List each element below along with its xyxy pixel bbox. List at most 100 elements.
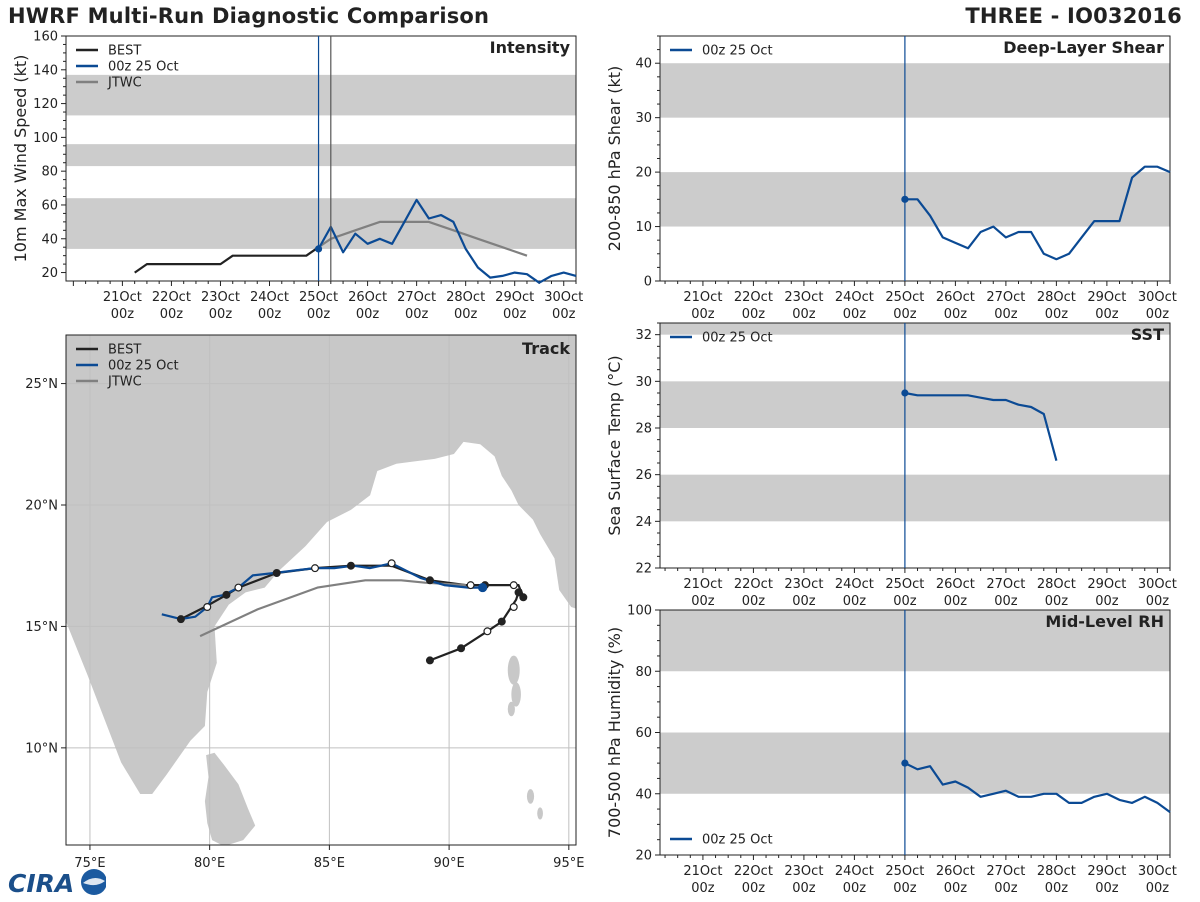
rh-xtick-label: 00z: [742, 881, 766, 896]
shear-ytick-label: 0: [644, 275, 652, 290]
rh-ylabel: 700-500 hPa Humidity (%): [605, 627, 624, 838]
sst-threshold-band: [660, 323, 1170, 335]
track-point-run: [346, 561, 355, 570]
sst-xtick-label: 23Oct: [784, 577, 823, 592]
intensity-ytick-label: 140: [33, 63, 58, 78]
shear-xtick-label: 00z: [1146, 307, 1170, 322]
track-point-best: [497, 617, 506, 626]
rh-xtick-label: 28Oct: [1037, 864, 1076, 879]
intensity-xtick-label: 29Oct: [495, 290, 534, 305]
track-point-run: [222, 590, 231, 599]
shear-ytick-label: 30: [635, 111, 652, 126]
intensity-series-jtwc: [317, 220, 528, 257]
track-line-jtwc: [199, 579, 466, 638]
track-legend-label-jtwc: JTWC: [107, 375, 142, 390]
shear-ytick-label: 40: [635, 57, 652, 72]
track-point-best: [425, 656, 434, 665]
track-ytick-label: 25°N: [25, 377, 58, 392]
track-point-run: [478, 582, 488, 593]
track-ytick-label: 10°N: [25, 741, 58, 756]
shear-xtick-label: 00z: [691, 307, 715, 322]
sst-xtick-label: 00z: [893, 594, 917, 609]
sst-xtick-label: 30Oct: [1138, 577, 1177, 592]
shear-panel: 21Oct 00z 22Oct 00z 23Oct 00z 24Oct 00z 25Oct 00z…: [605, 35, 1177, 322]
rh-xtick-label: 22Oct: [734, 864, 773, 879]
shear-xtick-label: 00z: [994, 307, 1018, 322]
intensity-xtick-label: 24Oct: [250, 290, 289, 305]
sst-ytick-label: 22: [635, 562, 652, 577]
sst-xtick-label: 22Oct: [734, 577, 773, 592]
rh-legend: 00z 25 Oct: [670, 833, 773, 848]
track-point-run: [387, 559, 396, 568]
andaman-island: [526, 789, 535, 804]
rh-panel: 21Oct 00z 22Oct 00z 23Oct 00z 24Oct 00z 25Oct 00z…: [605, 604, 1177, 897]
intensity-xtick-label: 00z: [160, 307, 184, 322]
sst-xtick-label: 00z: [792, 594, 816, 609]
rh-ytick-label: 60: [635, 726, 652, 741]
intensity-ytick-label: 80: [41, 165, 58, 180]
track-ytick-label: 15°N: [25, 620, 58, 635]
sst-frame: [659, 322, 1171, 569]
rh-xtick-label: 30Oct: [1138, 864, 1177, 879]
rh-xtick-label: 00z: [893, 881, 917, 896]
sst-threshold-band: [660, 474, 1170, 522]
shear-xtick-label: 21Oct: [683, 290, 722, 305]
shear-ylabel: 200-850 hPa Shear (kt): [605, 66, 624, 252]
andaman-island: [537, 807, 543, 820]
shear-xtick-label: 00z: [1045, 307, 1069, 322]
intensity-legend-label-jtwc: JTWC: [107, 76, 142, 91]
sst-xtick-label: 00z: [1146, 594, 1170, 609]
mainland-landmass: [66, 335, 576, 794]
figure-title: HWRF Multi-Run Diagnostic Comparison: [8, 4, 490, 28]
track-point-run: [176, 615, 185, 624]
sst-series-run: [904, 391, 1058, 461]
intensity-title: Intensity: [490, 38, 571, 57]
intensity-xtick-label: 25Oct: [299, 290, 338, 305]
track-frame: [65, 334, 577, 846]
track-point-best: [509, 581, 518, 590]
rh-legend-label-run: 00z 25 Oct: [702, 833, 773, 848]
shear-xtick-label: 28Oct: [1037, 290, 1076, 305]
track-point-best: [457, 644, 466, 653]
shear-xtick-label: 24Oct: [835, 290, 874, 305]
track-point-best: [514, 588, 523, 597]
intensity-xtick-label: 00z: [503, 307, 527, 322]
cira-logo: CIRA: [6, 866, 107, 898]
sst-threshold-band: [660, 381, 1170, 428]
rh-xtick-label: 00z: [994, 881, 1018, 896]
track-xtick-label: 90°E: [433, 856, 464, 871]
shear-legend: 00z 25 Oct: [670, 44, 773, 59]
intensity-ytick-label: 100: [33, 131, 58, 146]
sst-ytick-label: 26: [635, 468, 652, 483]
storm-id-title: THREE - IO032016: [965, 4, 1182, 28]
shear-xtick-label: 22Oct: [734, 290, 773, 305]
rh-xtick-label: 00z: [792, 881, 816, 896]
rh-xtick-label: 26Oct: [936, 864, 975, 879]
track-xtick-label: 95°E: [553, 856, 584, 871]
intensity-threshold-band: [66, 144, 576, 167]
rh-xtick-label: 00z: [691, 881, 715, 896]
sst-xtick-label: 26Oct: [936, 577, 975, 592]
sst-ytick-label: 24: [635, 515, 652, 530]
shear-ytick-label: 10: [635, 220, 652, 235]
intensity-ytick-label: 60: [41, 198, 58, 213]
sst-ytick-label: 28: [635, 422, 652, 437]
intensity-series-best: [134, 246, 320, 274]
rh-xtick-label: 25Oct: [885, 864, 924, 879]
rh-ytick-label: 80: [635, 665, 652, 680]
sst-xtick-label: 29Oct: [1087, 577, 1126, 592]
track-point-run: [234, 583, 243, 592]
intensity-xtick-label: 00z: [307, 307, 331, 322]
sst-panel: 21Oct 00z 22Oct 00z 23Oct 00z 24Oct 00z 25Oct 00z…: [605, 322, 1177, 609]
intensity-xtick-label: 21Oct: [103, 290, 142, 305]
shear-ytick-label: 20: [635, 166, 652, 181]
intensity-xtick-label: 00z: [405, 307, 429, 322]
rh-xtick-label: 21Oct: [683, 864, 722, 879]
sst-xtick-label: 21Oct: [683, 577, 722, 592]
track-point-run: [425, 576, 434, 585]
shear-xtick-label: 00z: [944, 307, 968, 322]
track-xtick-label: 75°E: [74, 856, 105, 871]
intensity-legend-label-run: 00z 25 Oct: [108, 60, 179, 75]
intensity-xtick-label: 00z: [552, 307, 576, 322]
